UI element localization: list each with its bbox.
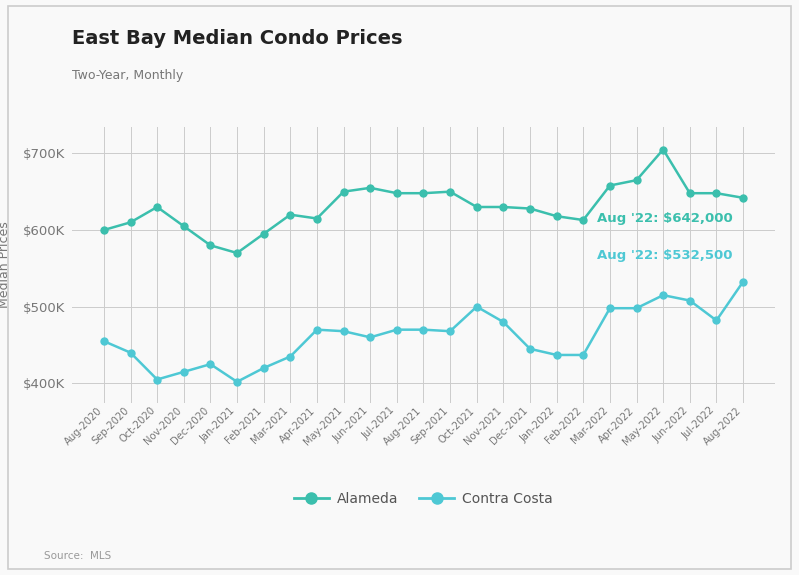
Text: Two-Year, Monthly: Two-Year, Monthly	[72, 69, 183, 82]
Text: Source:  MLS: Source: MLS	[44, 551, 111, 561]
Text: Aug '22: $642,000: Aug '22: $642,000	[597, 212, 733, 225]
Text: Aug '22: $532,500: Aug '22: $532,500	[597, 249, 732, 262]
Text: East Bay Median Condo Prices: East Bay Median Condo Prices	[72, 29, 403, 48]
Y-axis label: Median Prices: Median Prices	[0, 221, 11, 308]
Legend: Alameda, Contra Costa: Alameda, Contra Costa	[288, 486, 559, 512]
